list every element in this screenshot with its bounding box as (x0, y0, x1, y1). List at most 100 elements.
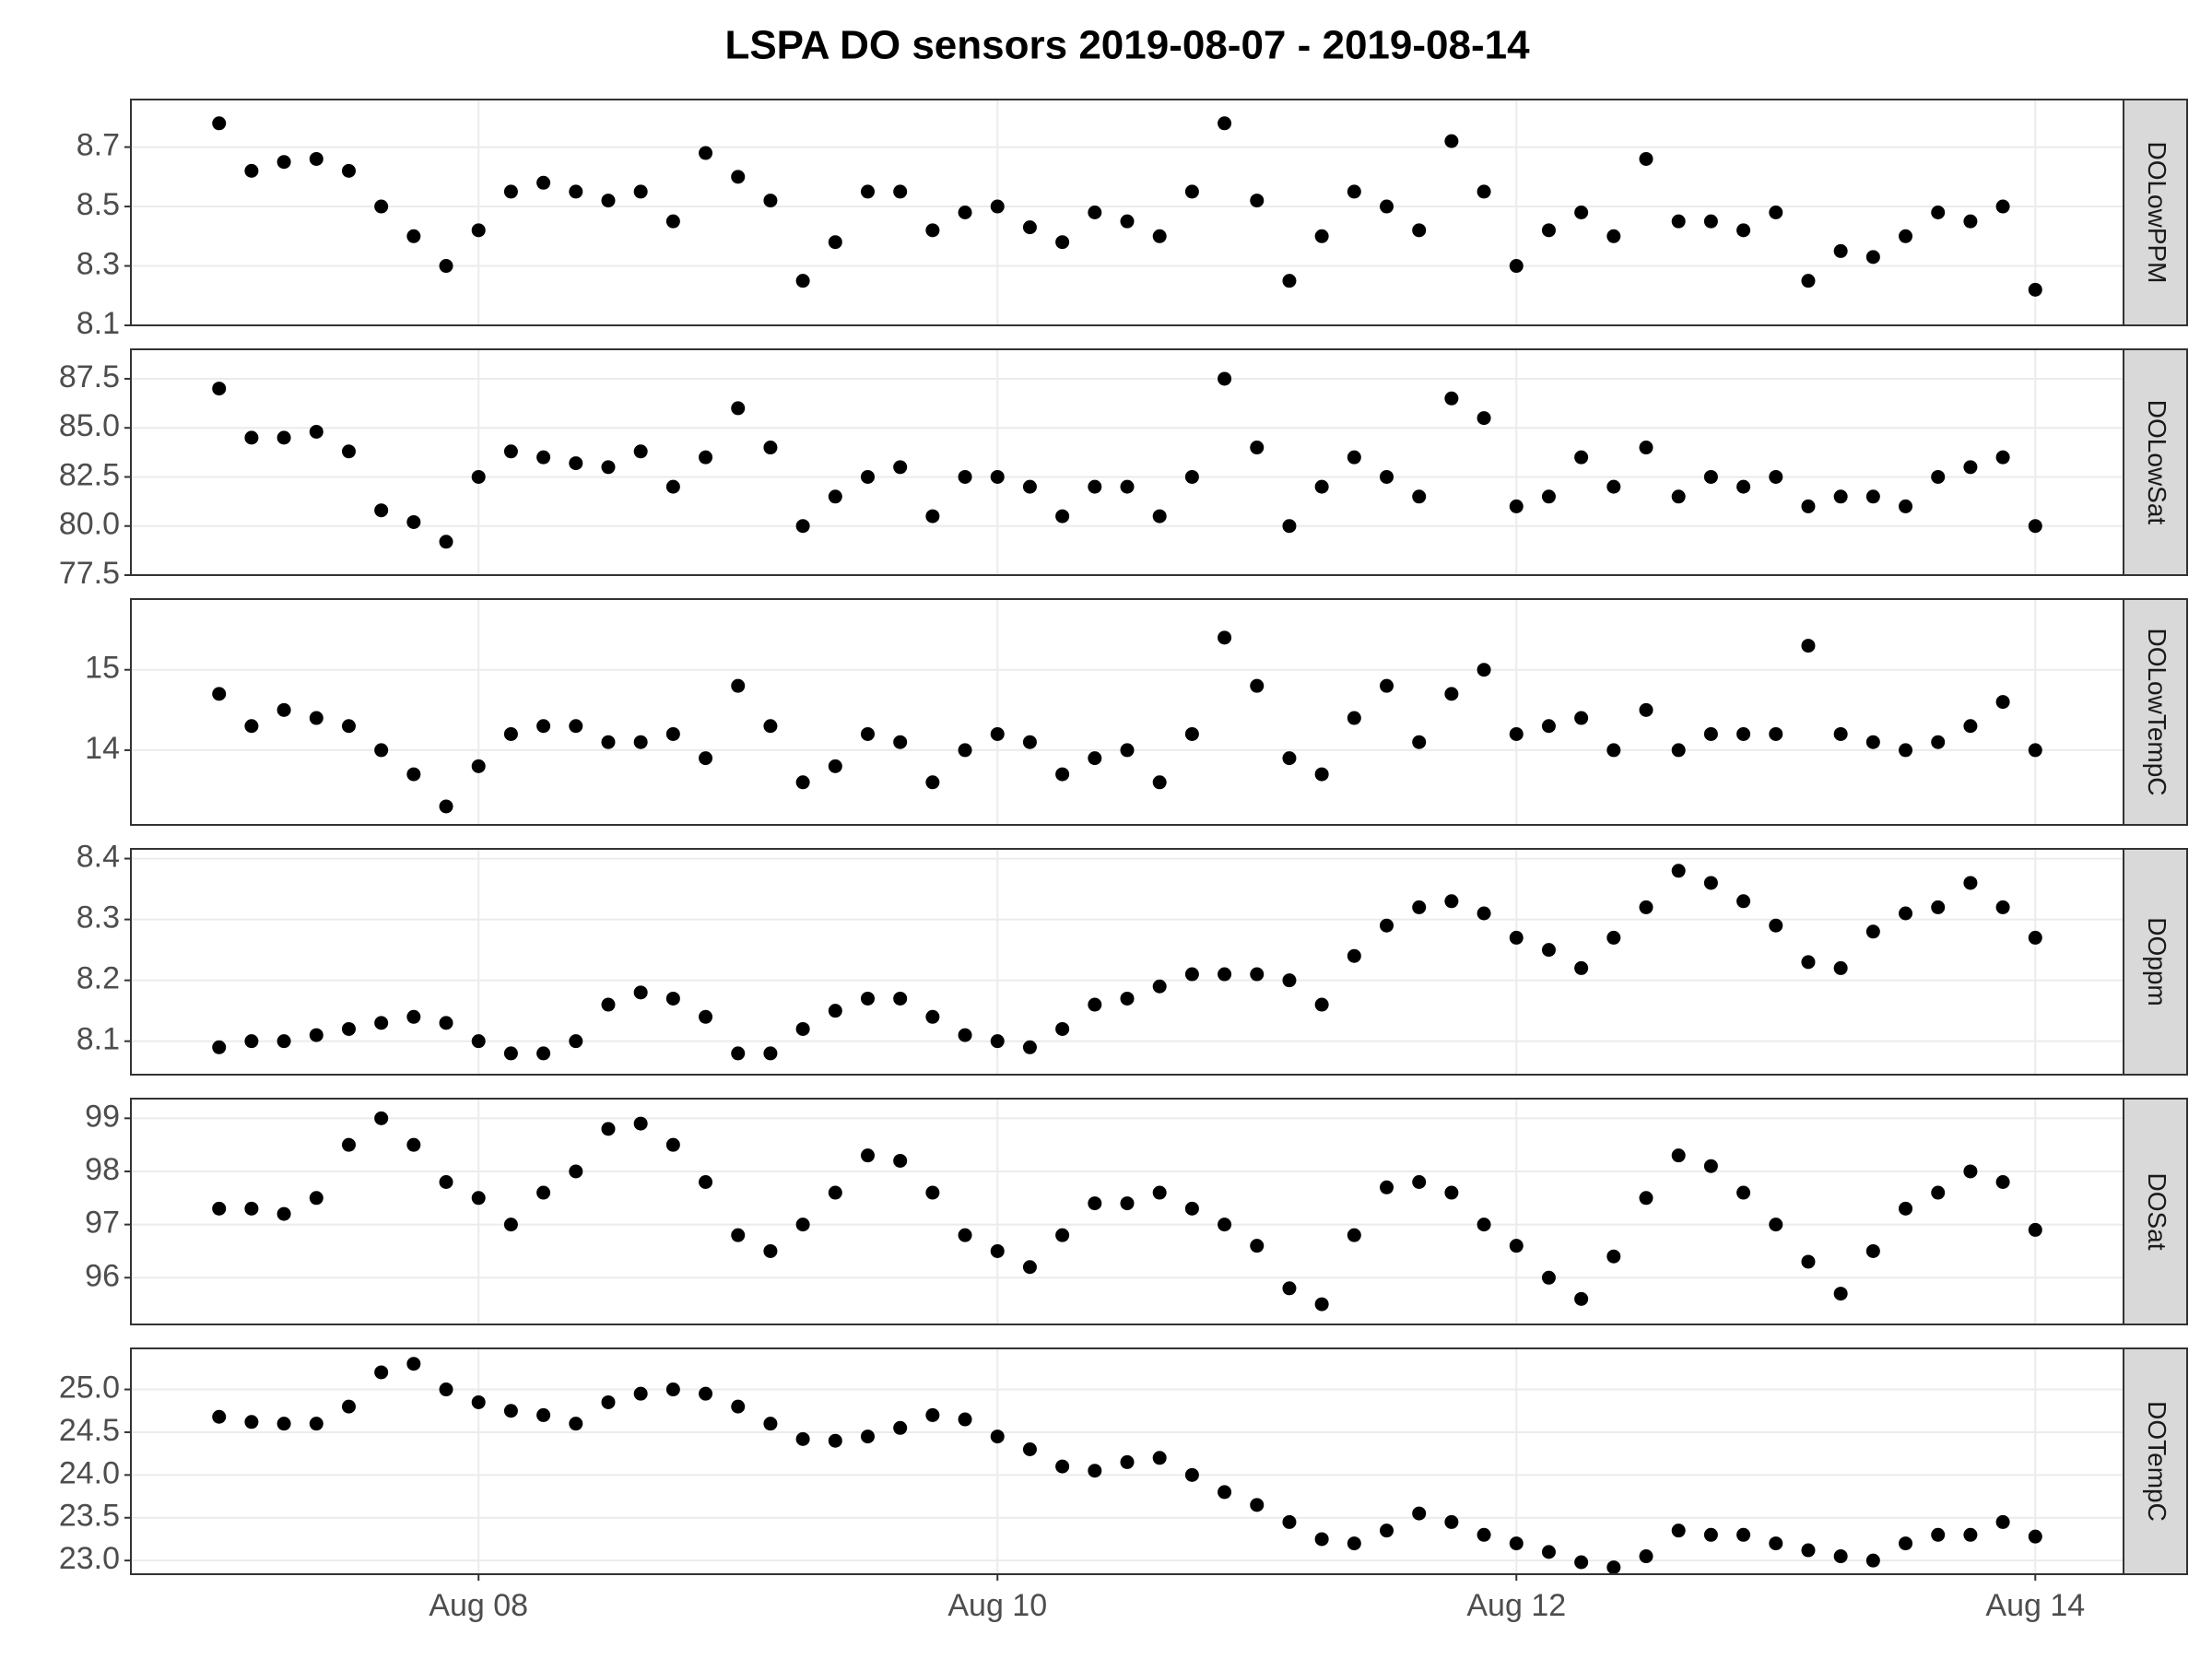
strip-background (2123, 598, 2188, 826)
point (341, 719, 356, 734)
point (763, 1417, 778, 1431)
point (276, 155, 291, 170)
point (1314, 1532, 1329, 1547)
point (699, 1009, 713, 1024)
point (990, 1243, 1005, 1258)
point (503, 1404, 518, 1418)
point (1639, 1549, 1653, 1564)
point (1736, 1185, 1751, 1200)
strip-background (2123, 99, 2188, 326)
point (1347, 184, 1361, 199)
point (1639, 441, 1653, 455)
points (212, 1111, 2042, 1312)
point (1022, 479, 1037, 494)
point (1218, 116, 1232, 131)
point (601, 735, 616, 749)
point (763, 194, 778, 208)
panel-background (131, 100, 2124, 325)
point (1574, 450, 1589, 465)
point (665, 479, 680, 494)
point (1380, 1524, 1394, 1538)
point (244, 1034, 259, 1049)
point (503, 726, 518, 741)
point (1899, 229, 1913, 243)
strip-label: DOSat (2143, 1172, 2171, 1250)
point (860, 726, 875, 741)
point (601, 460, 616, 475)
point (1833, 243, 1848, 258)
point (665, 1137, 680, 1152)
y-tick-label: 80.0 (59, 507, 120, 542)
point (212, 116, 227, 131)
point (1639, 151, 1653, 166)
point (1899, 743, 1913, 758)
point (1282, 973, 1297, 988)
point (1347, 1536, 1361, 1551)
x-tick-label: Aug 14 (1985, 1588, 2085, 1623)
point (1703, 876, 1718, 890)
point (1184, 184, 1199, 199)
point (1963, 1164, 1978, 1179)
point (1509, 726, 1524, 741)
point (731, 1228, 746, 1242)
y-tick-label: 99 (85, 1099, 120, 1134)
point (1444, 391, 1459, 406)
point (1218, 1485, 1232, 1500)
point (2028, 743, 2042, 758)
point (212, 1201, 227, 1216)
strip-background (2123, 1347, 2188, 1575)
point (958, 1412, 972, 1427)
point (1152, 509, 1167, 524)
point (1606, 1249, 1621, 1264)
point (569, 1164, 583, 1179)
point (1184, 1467, 1199, 1482)
panel-background (131, 349, 2124, 575)
strip-background (2123, 848, 2188, 1076)
point (1022, 735, 1037, 749)
point (1120, 1454, 1135, 1469)
point (1412, 1175, 1427, 1190)
point (665, 991, 680, 1006)
point (1833, 960, 1848, 975)
point (1606, 743, 1621, 758)
point (925, 1009, 940, 1024)
point (633, 444, 648, 459)
point (569, 719, 583, 734)
point (665, 726, 680, 741)
point (1218, 371, 1232, 386)
point (1865, 735, 1880, 749)
point (374, 1016, 389, 1030)
point (309, 1417, 324, 1431)
point (276, 1417, 291, 1431)
point (1088, 206, 1102, 219)
point (1574, 711, 1589, 725)
point (536, 719, 551, 734)
point (439, 535, 453, 549)
y-tick-label: 25.0 (59, 1371, 120, 1406)
point (374, 1365, 389, 1380)
point (1218, 967, 1232, 982)
point (990, 199, 1005, 214)
point (2028, 1222, 2042, 1237)
point (633, 1116, 648, 1131)
point (1184, 469, 1199, 484)
point (1250, 678, 1265, 693)
point (569, 456, 583, 471)
point (536, 1407, 551, 1422)
point (925, 509, 940, 524)
point (406, 767, 421, 782)
point (406, 1009, 421, 1024)
point (958, 1228, 972, 1242)
point (1801, 274, 1816, 288)
point (1703, 726, 1718, 741)
point (1477, 411, 1491, 426)
point (925, 223, 940, 238)
point (860, 1148, 875, 1163)
point (503, 1218, 518, 1232)
point (1509, 1536, 1524, 1551)
point (1963, 876, 1978, 890)
point (1769, 918, 1783, 933)
point (1022, 220, 1037, 235)
strip-label: DOLowSat (2143, 400, 2171, 525)
point (471, 1394, 486, 1409)
